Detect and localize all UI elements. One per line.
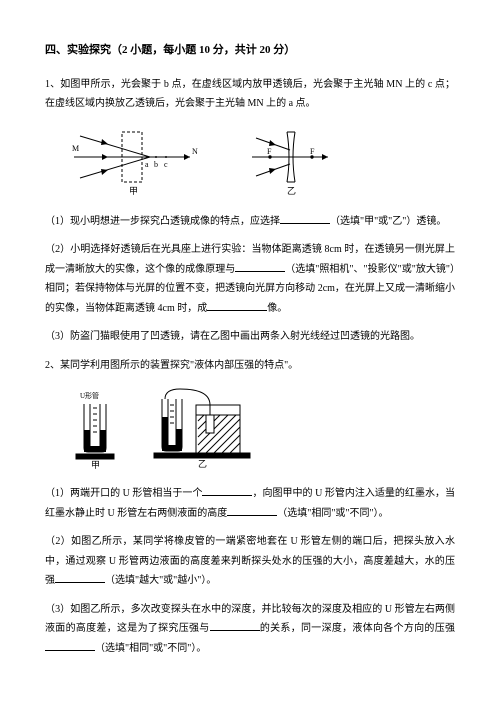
q2-p1c: （选填"相同"或"不同"）。 [277,508,388,519]
label-M: M [72,144,79,153]
q1-p1: （1）现小明想进一步探究凸透镜成像的特点，应选择 （选填"甲"或"乙"）透镜。 [45,212,455,232]
q2-p1: （1）两端开口的 U 形管相当于一个，向图甲中的 U 形管内注入适量的红墨水，当… [45,484,455,523]
q1-intro: 1、如图甲所示，光会聚于 b 点，在虚线区域内放甲透镜后，光会聚于主光轴 MN … [45,75,455,114]
q2-intro: 2、某同学利用图所示的装置探究"液体内部压强的特点"。 [45,356,455,376]
section-title: 四、实验探究（2 小题，每小题 10 分，共计 20 分） [45,40,455,61]
q1-p1a: （1）现小明想进一步探究凸透镜成像的特点，应选择 [45,216,280,227]
q1-p3: （3）防盗门猫眼使用了凹透镜，请在乙图中画出两条入射光线经过凹透镜的光路图。 [45,327,455,347]
blank [280,212,330,224]
q1-p2: （2）小明选择好透镜后在光具座上进行实验：当物体距离透镜 8cm 时，在透镜另一… [45,240,455,318]
blank [45,639,95,651]
label-a: a [145,160,149,169]
label-F1: F [267,147,272,156]
label-utube: U形管 [80,391,99,400]
blank [207,299,267,311]
figure-row-1: M N a b c 甲 F F 乙 [70,126,455,196]
q2-p3: （3）如图乙所示，多次改变探头在水中的深度，并比较每次的深度及相应的 U 形管左… [45,600,455,659]
figure-jia: M N a b c 甲 [70,126,200,196]
blank [235,260,285,272]
label-jia: 甲 [129,186,138,196]
label-b: b [154,160,158,169]
label-yi2: 乙 [198,459,207,469]
blank [210,619,260,631]
q1-p1b: （选填"甲"或"乙"）透镜。 [330,216,446,227]
label-jia2: 甲 [91,460,100,470]
figure-yi: F F 乙 [250,126,330,196]
label-c: c [164,160,168,169]
q2-p2b: （选填"越大"或"越小"）。 [105,575,216,586]
figure-utube-jia: U形管 甲 [70,390,120,470]
q1-p2c: 像。 [267,303,287,314]
blank [55,571,105,583]
label-N: N [192,147,198,156]
q2-p1a: （1）两端开口的 U 形管相当于一个 [45,488,202,499]
blank [202,484,252,496]
q2-p3c: （选填"相同"或"不同"）。 [95,643,206,654]
label-F2: F [310,147,315,156]
figure-utube-yi: 乙 [150,385,255,470]
blank [227,504,277,516]
q2-p2: （2）如图乙所示，某同学将橡皮管的一端紧密地套在 U 形管左侧的端口后，把探头放… [45,532,455,591]
figure-row-2: U形管 甲 [70,385,455,470]
label-yi: 乙 [287,186,296,196]
q2-p3b: 的关系，同一深度，液体向各个方向的压强 [260,623,455,634]
